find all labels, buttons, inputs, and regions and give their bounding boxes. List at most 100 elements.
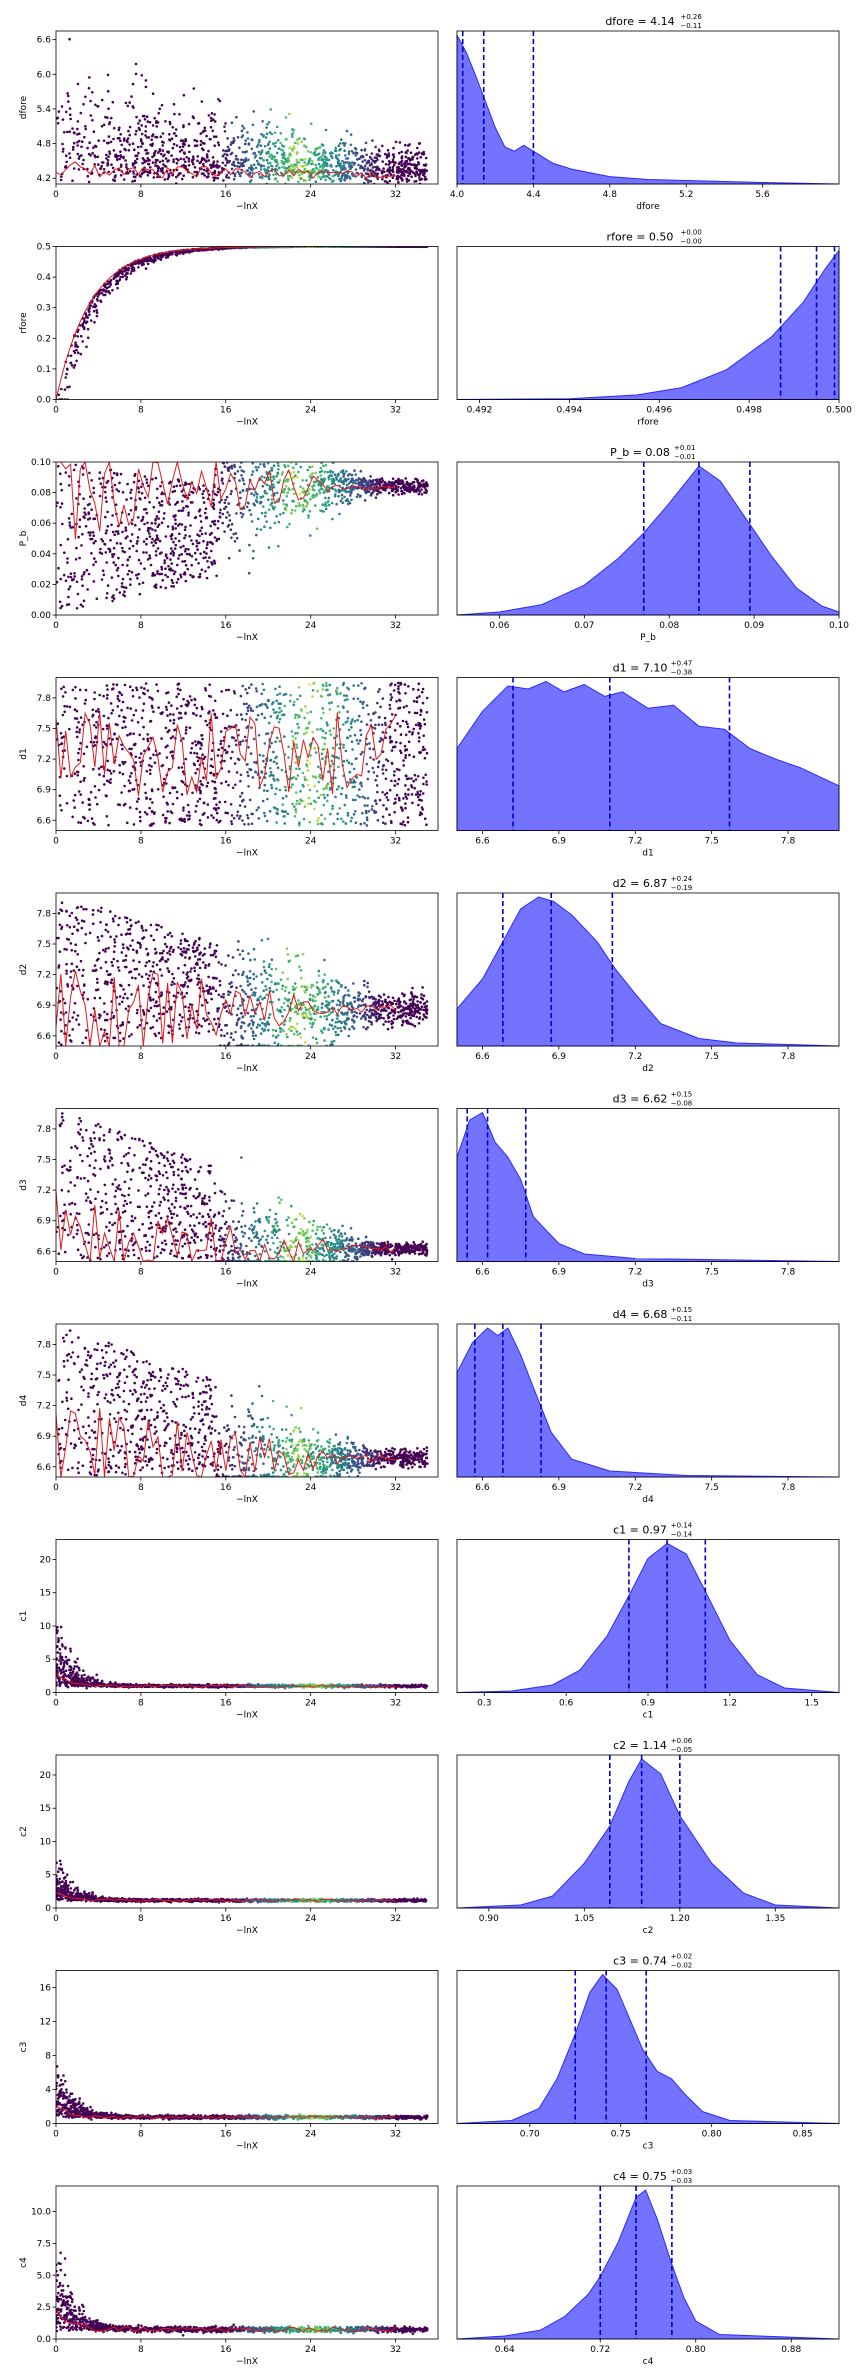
trace-point bbox=[389, 173, 393, 176]
trace-point bbox=[211, 162, 215, 165]
trace-point bbox=[175, 707, 179, 710]
trace-point bbox=[390, 481, 393, 484]
trace-point bbox=[130, 269, 134, 273]
trace-point bbox=[121, 760, 124, 764]
trace-point bbox=[189, 524, 192, 527]
trace-point bbox=[78, 518, 82, 521]
trace-point bbox=[174, 518, 177, 521]
trace-point bbox=[76, 127, 79, 131]
trace-point bbox=[59, 506, 62, 509]
trace-point bbox=[217, 806, 220, 810]
trace-point bbox=[348, 501, 352, 505]
trace-point bbox=[397, 777, 401, 781]
trace-point bbox=[152, 544, 155, 547]
trace-point bbox=[217, 487, 220, 491]
trace-point bbox=[244, 139, 247, 142]
trace-point bbox=[89, 114, 93, 117]
trace-point bbox=[255, 468, 259, 472]
trace-point bbox=[160, 565, 163, 569]
trace-point bbox=[109, 742, 112, 746]
trace-point bbox=[291, 783, 294, 786]
trace-point bbox=[113, 732, 116, 735]
trace-point bbox=[366, 804, 369, 807]
x-tick-label: 32 bbox=[390, 406, 401, 416]
trace-point bbox=[185, 156, 189, 159]
trace-point bbox=[149, 166, 152, 169]
trace-point bbox=[120, 743, 123, 747]
trace-point bbox=[93, 321, 96, 324]
trace-point bbox=[384, 489, 387, 492]
trace-point bbox=[74, 697, 77, 700]
trace-point bbox=[89, 99, 92, 103]
trace-point bbox=[265, 483, 269, 487]
trace-point bbox=[116, 566, 120, 570]
trace-point bbox=[267, 508, 271, 512]
trace-point bbox=[261, 176, 264, 180]
trace-point bbox=[171, 527, 175, 531]
trace-point bbox=[313, 807, 316, 811]
trace-point bbox=[156, 572, 159, 575]
trace-point bbox=[77, 790, 81, 793]
trace-point bbox=[184, 139, 188, 142]
trace-point bbox=[424, 484, 428, 488]
trace-point bbox=[120, 143, 123, 147]
trace-point bbox=[364, 809, 368, 813]
trace-point bbox=[135, 157, 139, 161]
trace-point bbox=[317, 175, 320, 179]
trace-point bbox=[278, 706, 281, 710]
trace-point bbox=[377, 167, 380, 170]
trace-point bbox=[64, 579, 68, 583]
trace-point bbox=[409, 163, 413, 166]
trace-point bbox=[112, 471, 116, 475]
trace-point bbox=[92, 580, 96, 583]
trace-point bbox=[132, 480, 136, 484]
trace-point bbox=[360, 484, 364, 488]
trace-point bbox=[416, 161, 420, 164]
trace-point bbox=[213, 519, 217, 523]
trace-point bbox=[203, 511, 207, 515]
trace-point bbox=[96, 155, 100, 159]
trace-point bbox=[164, 535, 168, 538]
trace-point bbox=[376, 765, 380, 769]
trace-point bbox=[183, 536, 186, 540]
trace-point bbox=[303, 144, 306, 147]
trace-point bbox=[158, 539, 162, 543]
trace-point bbox=[59, 606, 62, 610]
trace-point bbox=[414, 174, 417, 178]
trace-point bbox=[168, 481, 171, 485]
trace-point bbox=[239, 174, 242, 178]
trace-point bbox=[342, 706, 345, 709]
trace-point bbox=[209, 125, 213, 129]
trace-point bbox=[148, 170, 152, 173]
trace-point bbox=[298, 767, 301, 771]
trace-point bbox=[330, 180, 334, 183]
trace-point bbox=[315, 166, 318, 170]
trace-point bbox=[284, 137, 288, 141]
trace-point bbox=[349, 167, 352, 170]
trace-point bbox=[374, 145, 377, 149]
trace-point bbox=[335, 156, 338, 159]
trace-point bbox=[109, 539, 112, 542]
trace-point bbox=[413, 773, 417, 777]
trace-point bbox=[175, 695, 178, 698]
trace-point bbox=[182, 809, 185, 812]
trace-point bbox=[367, 160, 371, 164]
trace-point bbox=[183, 160, 187, 164]
trace-point bbox=[153, 573, 157, 577]
trace-point bbox=[115, 472, 119, 475]
trace-point bbox=[146, 733, 149, 736]
trace-point bbox=[320, 462, 323, 465]
trace-point bbox=[168, 138, 171, 141]
trace-point bbox=[197, 121, 201, 125]
trace-point bbox=[207, 711, 210, 715]
x-tick-label: 0.07 bbox=[574, 621, 594, 631]
trace-point bbox=[156, 570, 159, 573]
trace-point bbox=[145, 537, 148, 541]
trace-point bbox=[262, 789, 266, 792]
trace-point bbox=[139, 562, 143, 565]
trace-point bbox=[90, 479, 93, 482]
trace-point bbox=[69, 572, 73, 575]
trace-point bbox=[265, 158, 269, 162]
trace-point bbox=[223, 501, 227, 505]
trace-point bbox=[348, 165, 351, 168]
